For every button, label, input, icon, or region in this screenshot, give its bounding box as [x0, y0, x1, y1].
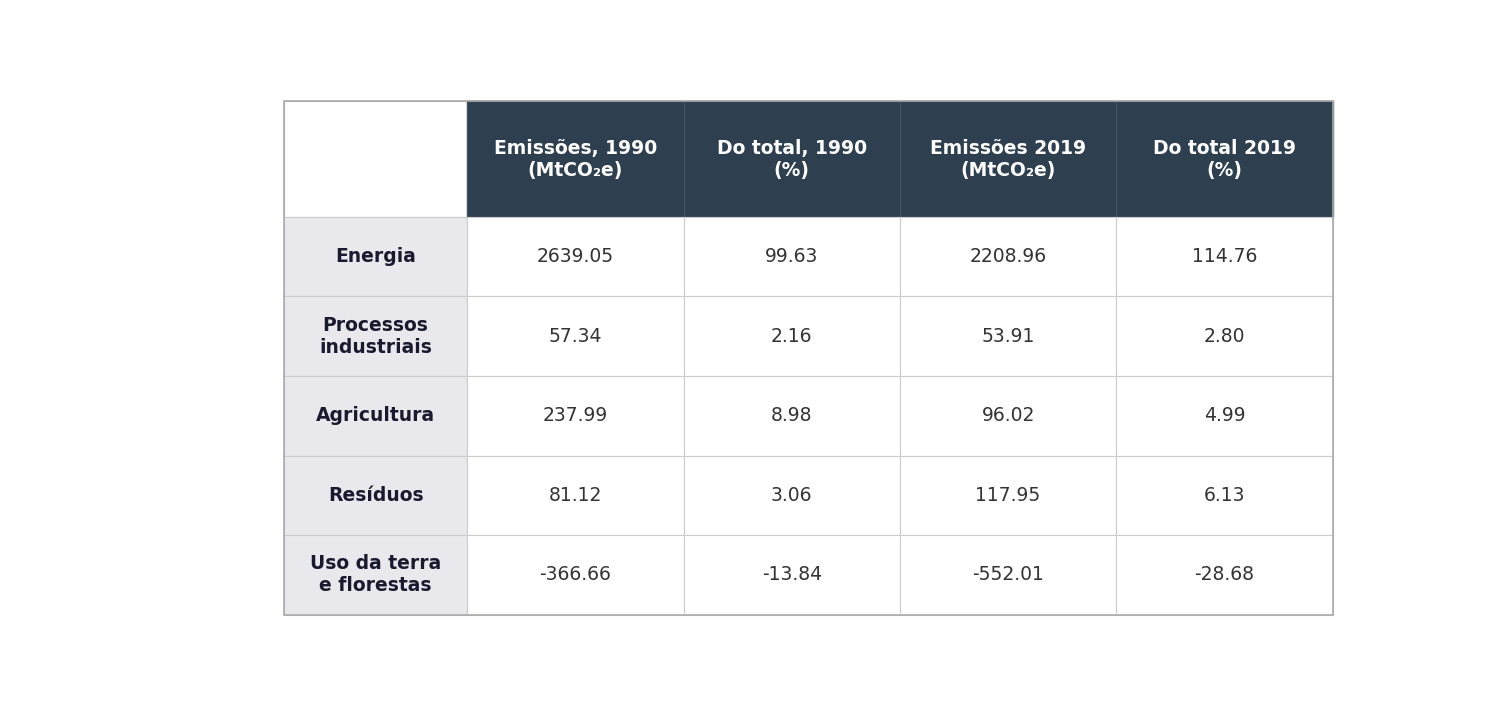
Text: 81.12: 81.12 [549, 486, 602, 505]
Text: -552.01: -552.01 [972, 565, 1044, 584]
Text: -28.68: -28.68 [1194, 565, 1255, 584]
Text: 57.34: 57.34 [549, 327, 602, 346]
Text: 117.95: 117.95 [975, 486, 1041, 505]
Text: Emissões 2019
(MtCO₂e): Emissões 2019 (MtCO₂e) [929, 139, 1086, 179]
Bar [1117, 101, 1332, 217]
Text: 96.02: 96.02 [981, 406, 1035, 425]
Text: 99.63: 99.63 [766, 247, 818, 266]
Bar [684, 296, 900, 376]
Bar [284, 101, 467, 217]
Bar [1117, 217, 1332, 296]
Bar [684, 217, 900, 296]
Text: 2.80: 2.80 [1203, 327, 1245, 346]
Bar [467, 296, 684, 376]
Text: Agricultura: Agricultura [317, 406, 436, 425]
Text: 2.16: 2.16 [772, 327, 812, 346]
Text: Emissões, 1990
(MtCO₂e): Emissões, 1990 (MtCO₂e) [494, 139, 657, 179]
Text: Uso da terra
e florestas: Uso da terra e florestas [309, 554, 442, 596]
Text: Do total, 1990
(%): Do total, 1990 (%) [717, 139, 867, 179]
Bar [1117, 535, 1332, 615]
Bar [684, 456, 900, 535]
Bar [284, 296, 467, 376]
Text: 2208.96: 2208.96 [970, 247, 1047, 266]
Bar [900, 535, 1117, 615]
Text: 3.06: 3.06 [772, 486, 812, 505]
Bar [467, 535, 684, 615]
Bar [684, 535, 900, 615]
Text: Energia: Energia [335, 247, 416, 266]
Bar [284, 456, 467, 535]
Bar [467, 217, 684, 296]
Text: 114.76: 114.76 [1191, 247, 1257, 266]
Bar [284, 217, 467, 296]
Bar [900, 217, 1117, 296]
Text: 53.91: 53.91 [981, 327, 1035, 346]
Text: 8.98: 8.98 [772, 406, 812, 425]
Bar [1117, 296, 1332, 376]
Text: 6.13: 6.13 [1203, 486, 1245, 505]
Text: Resíduos: Resíduos [327, 486, 424, 505]
Text: Do total 2019
(%): Do total 2019 (%) [1152, 139, 1295, 179]
Text: 2639.05: 2639.05 [537, 247, 614, 266]
Bar [900, 296, 1117, 376]
Bar [900, 456, 1117, 535]
Text: Processos
industriais: Processos industriais [320, 316, 433, 357]
Bar [284, 376, 467, 456]
Bar [467, 376, 684, 456]
Bar [284, 535, 467, 615]
Bar [684, 376, 900, 456]
Bar [1117, 376, 1332, 456]
Bar [467, 101, 684, 217]
Bar [900, 101, 1117, 217]
Text: -13.84: -13.84 [761, 565, 822, 584]
Bar [1117, 456, 1332, 535]
Text: 4.99: 4.99 [1203, 406, 1245, 425]
Text: -366.66: -366.66 [540, 565, 611, 584]
Text: 237.99: 237.99 [543, 406, 608, 425]
Bar [467, 456, 684, 535]
Bar [900, 376, 1117, 456]
Bar [684, 101, 900, 217]
